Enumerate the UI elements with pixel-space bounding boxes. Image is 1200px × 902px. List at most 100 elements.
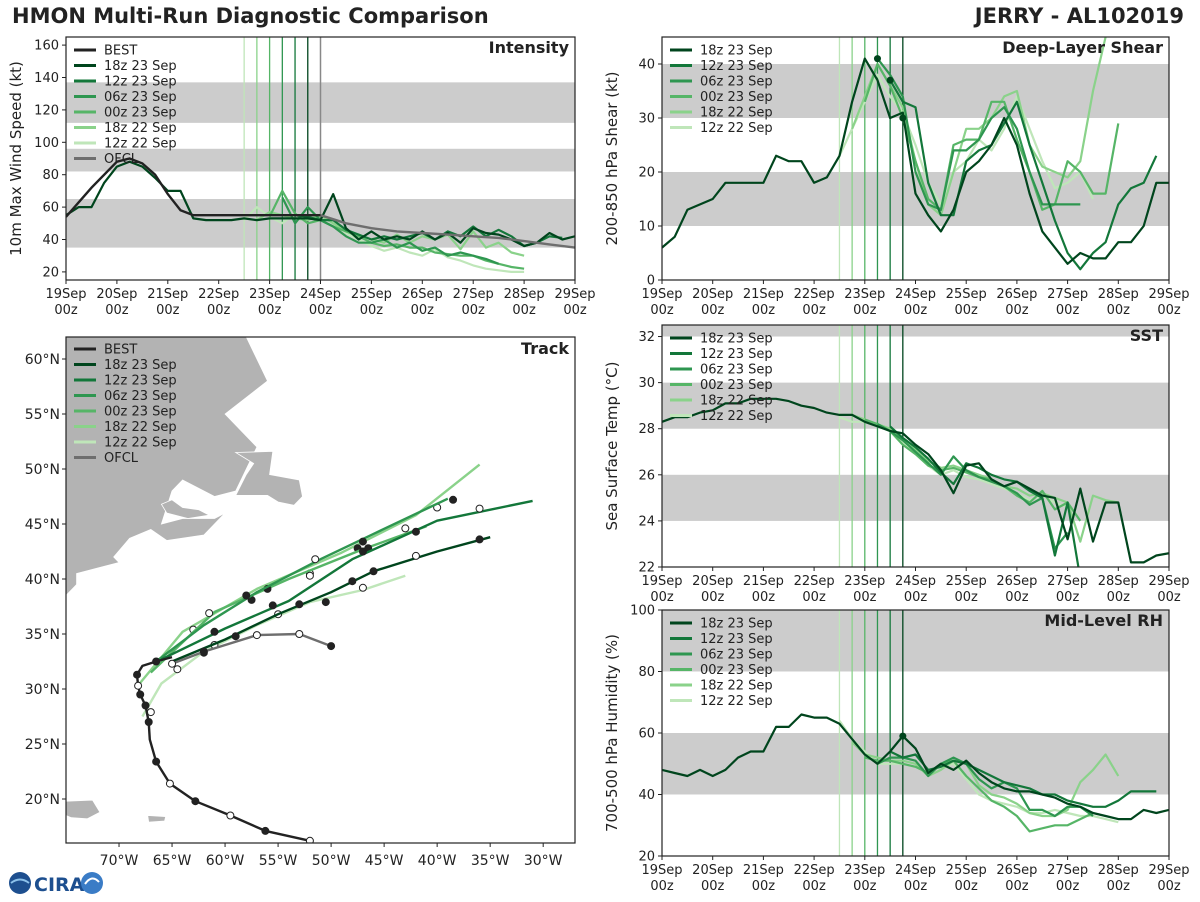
track-point [401, 524, 410, 533]
legend-label: 12z 22 Sep [104, 137, 177, 152]
y-tick-label: 140 [34, 71, 59, 86]
x-tick-sublabel: 00z [904, 879, 928, 894]
logo-swirl-icon [81, 872, 103, 894]
y-tick-label: 100 [34, 136, 59, 151]
y-tick-label: 28 [638, 422, 655, 437]
x-tick-sublabel: 00z [802, 303, 826, 318]
y-tick-label: 120 [34, 103, 59, 118]
y-tick-label: 50°N [25, 462, 60, 478]
x-tick-label: 28Sep [1098, 863, 1139, 878]
x-tick-sublabel: 00z [1157, 303, 1181, 318]
track-point [210, 627, 219, 636]
y-tick-label: 32 [638, 330, 655, 345]
x-tick-label: 21Sep [743, 863, 784, 878]
storm-id: JERRY - AL102019 [974, 4, 1184, 28]
x-tick-label: 24Sep [895, 287, 936, 302]
plot-area [662, 610, 1169, 856]
y-tick-label: 45°N [25, 517, 60, 533]
track-point [168, 659, 177, 668]
x-tick-sublabel: 00z [853, 590, 877, 605]
legend-label: 00z 23 Sep [700, 378, 773, 393]
x-tick-sublabel: 00z [1005, 303, 1029, 318]
series-marker [886, 76, 894, 84]
series-marker [899, 114, 907, 122]
y-tick-label: 20°N [25, 792, 60, 808]
track-point [205, 609, 214, 618]
x-tick-sublabel: 00z [752, 303, 776, 318]
legend-label: BEST [104, 44, 137, 59]
track-point [199, 647, 208, 656]
series-line [864, 756, 1094, 833]
legend-label: 18z 23 Sep [700, 44, 773, 59]
y-tick-label: 24 [638, 514, 655, 529]
track-point [261, 826, 270, 835]
legend-label: 18z 23 Sep [700, 332, 773, 347]
x-tick-sublabel: 00z [1157, 590, 1181, 605]
legend-label: 00z 23 Sep [700, 90, 773, 105]
track-line [141, 574, 406, 718]
x-tick-label: 20Sep [692, 287, 733, 302]
y-axis-label: 10m Max Wind Speed (kt) [7, 61, 25, 256]
y-tick-label: 30 [638, 112, 655, 127]
series-line [66, 160, 575, 248]
x-tick-label: 25Sep [946, 574, 987, 589]
x-tick-label: 21Sep [743, 574, 784, 589]
x-tick-label: 29Sep [554, 287, 595, 302]
legend-label: 00z 23 Sep [104, 405, 177, 420]
axes-frame [65, 336, 576, 844]
track-point [358, 547, 367, 556]
x-tick-sublabel: 00z [1107, 590, 1131, 605]
y-tick-label: 20 [638, 850, 655, 865]
plot-area [66, 37, 575, 280]
x-tick-label: 55°W [259, 853, 298, 869]
panel-rh: 2040608010019Sep00z20Sep00z21Sep00z22Sep… [603, 604, 1190, 895]
x-tick-label: 27Sep [1047, 287, 1088, 302]
x-tick-sublabel: 00z [904, 303, 928, 318]
x-tick-label: 28Sep [1098, 574, 1139, 589]
track-point [348, 577, 357, 586]
shaded-band [662, 474, 1169, 521]
panel-shear: 01020304019Sep00z20Sep00z21Sep00z22Sep00… [603, 36, 1190, 318]
x-tick-sublabel: 00z [802, 879, 826, 894]
legend-label: 18z 22 Sep [104, 420, 177, 435]
x-tick-label: 19Sep [641, 574, 682, 589]
series-line [877, 756, 1094, 818]
x-tick-label: 29Sep [1148, 863, 1189, 878]
x-tick-label: 25Sep [946, 287, 987, 302]
x-tick-label: 20Sep [692, 863, 733, 878]
legend-label: 06z 23 Sep [700, 648, 773, 663]
panel-sst: 22242628303219Sep00z20Sep00z21Sep00z22Se… [603, 324, 1190, 605]
y-tick-label: 26 [638, 468, 655, 483]
shaded-band [662, 382, 1169, 429]
series-line [662, 57, 1169, 265]
x-tick-sublabel: 00z [802, 590, 826, 605]
puerto-rico-land [147, 815, 167, 823]
legend-label: 18z 23 Sep [104, 358, 177, 373]
x-tick-label: 45°W [365, 853, 404, 869]
plot-area [662, 37, 1169, 280]
track-point [411, 527, 420, 536]
x-tick-label: 25Sep [351, 287, 392, 302]
x-tick-label: 22Sep [794, 574, 835, 589]
legend-label: 00z 23 Sep [104, 106, 177, 121]
track-point [358, 537, 367, 546]
x-tick-sublabel: 00z [853, 879, 877, 894]
shaded-band [662, 325, 1169, 337]
legend-label: 12z 23 Sep [700, 347, 773, 362]
track-point [231, 632, 240, 641]
x-tick-sublabel: 00z [411, 303, 435, 318]
y-tick-label: 35°N [25, 627, 60, 643]
series-line [281, 196, 499, 265]
x-tick-label: 23Sep [844, 863, 885, 878]
track-line [160, 499, 533, 661]
track-line [171, 536, 491, 663]
legend-label: 18z 22 Sep [700, 106, 773, 121]
x-tick-label: 40°W [418, 853, 457, 869]
legend-label: 06z 23 Sep [700, 363, 773, 378]
track-point [475, 535, 484, 544]
x-tick-label: 20Sep [96, 287, 137, 302]
legend-label: 18z 22 Sep [700, 679, 773, 694]
legend-label: OFCL [104, 152, 139, 167]
